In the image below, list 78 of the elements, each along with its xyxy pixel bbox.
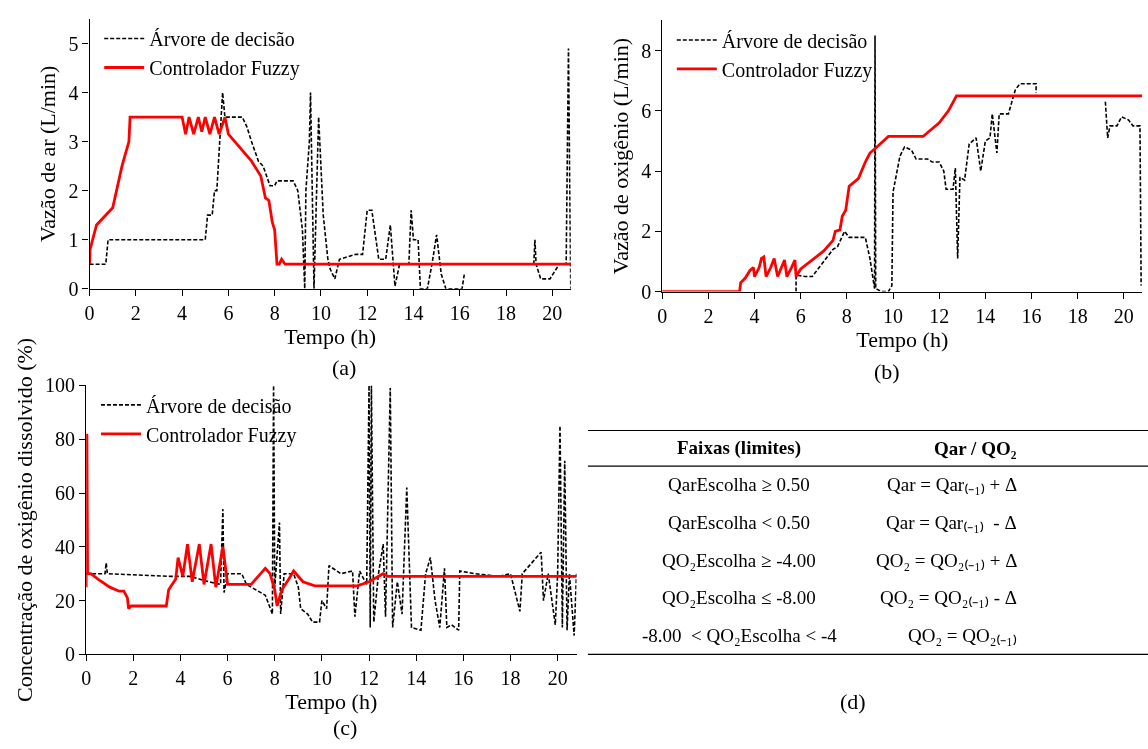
text: Qar = Qar₍₋₁₎ + Δ	[887, 474, 1018, 495]
x-tick-label: 20	[542, 301, 563, 324]
x-tick-label: 14	[406, 667, 427, 690]
x-tick-label: 8	[269, 667, 280, 690]
x-tick-label: 0	[657, 304, 668, 327]
y-tick-label: 80	[55, 428, 76, 451]
x-tick-label: 2	[128, 667, 139, 690]
legend-label: Árvore de decisão	[721, 29, 868, 52]
text: QO₂Escolha ≥ -4.00	[662, 550, 816, 571]
y-tick-label: 0	[65, 643, 76, 666]
y-tick-label: 4	[641, 160, 652, 183]
x-tick-label: 2	[703, 304, 714, 327]
x-tick-label: 6	[222, 667, 233, 690]
text: Faixas (limites)	[677, 437, 802, 459]
x-tick-label: 12	[357, 301, 378, 324]
legend-label: Árvore de decisão	[145, 394, 292, 417]
x-tick-label: 4	[749, 304, 760, 327]
x-axis-title: Tempo (h)	[284, 323, 377, 349]
y-tick-label: 5	[68, 32, 79, 55]
x-tick-label: 18	[500, 667, 521, 690]
x-tick-label: 16	[1021, 304, 1042, 327]
x-tick-label: 8	[841, 304, 852, 327]
x-tick-label: 10	[311, 667, 332, 690]
x-tick-label: 16	[449, 301, 470, 324]
y-tick-label: 40	[55, 535, 76, 558]
y-tick-label: 0	[68, 277, 79, 300]
x-tick-label: 8	[269, 301, 280, 324]
y-tick-label: 2	[641, 220, 652, 243]
x-tick-label: 20	[1113, 304, 1134, 327]
text: Qar / QO₂	[934, 438, 1017, 459]
text: (a)	[332, 355, 357, 380]
x-tick-label: 18	[1067, 304, 1088, 327]
y-tick-label: 1	[68, 228, 79, 251]
text: -8.00 < QO₂Escolha < -4	[642, 625, 838, 646]
text: Qar = Qar₍₋₁₎ - Δ	[886, 512, 1017, 533]
x-tick-label: 10	[310, 301, 331, 324]
text: QO₂Escolha ≤ -8.00	[662, 587, 816, 608]
y-axis-title: Concentração de oxigênio dissolvido (%)	[11, 337, 37, 702]
y-tick-label: 4	[68, 81, 79, 104]
text: QarEscolha < 0.50	[668, 512, 811, 533]
x-tick-label: 16	[453, 667, 474, 690]
x-tick-label: 14	[403, 301, 424, 324]
legend-label: Árvore de decisão	[149, 28, 295, 51]
x-axis-title: Tempo (h)	[285, 689, 378, 715]
text: QO₂ = QO₂₍₋₁₎	[908, 625, 1017, 646]
y-tick-label: 100	[45, 374, 76, 397]
y-tick-label: 3	[68, 130, 79, 153]
y-tick-label: 0	[641, 280, 652, 303]
text: QO₂ = QO₂₍₋₁₎ - Δ	[880, 587, 1018, 608]
y-tick-label: 60	[55, 482, 76, 505]
x-tick-label: 4	[175, 667, 186, 690]
text: QarEscolha ≥ 0.50	[668, 474, 810, 495]
text: QO₂ = QO₂₍₋₁₎ + Δ	[876, 550, 1018, 571]
y-tick-label: 8	[641, 39, 652, 62]
x-tick-label: 10	[883, 304, 904, 327]
x-tick-label: 12	[359, 667, 380, 690]
text: (c)	[333, 715, 358, 740]
line-series	[89, 115, 571, 266]
x-tick-label: 2	[130, 301, 141, 324]
y-tick-label: 20	[55, 589, 76, 612]
legend-label: Controlador Fuzzy	[149, 57, 300, 81]
x-tick-label: 6	[223, 301, 234, 324]
y-tick-label: 2	[68, 179, 79, 202]
text: (b)	[874, 359, 900, 384]
x-tick-label: 6	[795, 304, 806, 327]
legend-label: Controlador Fuzzy	[145, 423, 297, 447]
x-tick-label: 14	[975, 304, 996, 327]
legend-label: Controlador Fuzzy	[721, 58, 873, 82]
x-tick-label: 20	[547, 667, 568, 690]
text: (d)	[840, 689, 866, 714]
x-tick-label: 0	[84, 301, 95, 324]
y-tick-label: 6	[641, 99, 652, 122]
y-axis-title: Vazão de oxigênio (L/min)	[607, 37, 633, 275]
x-axis-title: Tempo (h)	[856, 326, 949, 352]
x-tick-label: 4	[177, 301, 188, 324]
y-axis-title: Vazão de ar (L/min)	[35, 65, 61, 243]
x-tick-label: 12	[929, 304, 950, 327]
x-tick-label: 18	[496, 301, 517, 324]
